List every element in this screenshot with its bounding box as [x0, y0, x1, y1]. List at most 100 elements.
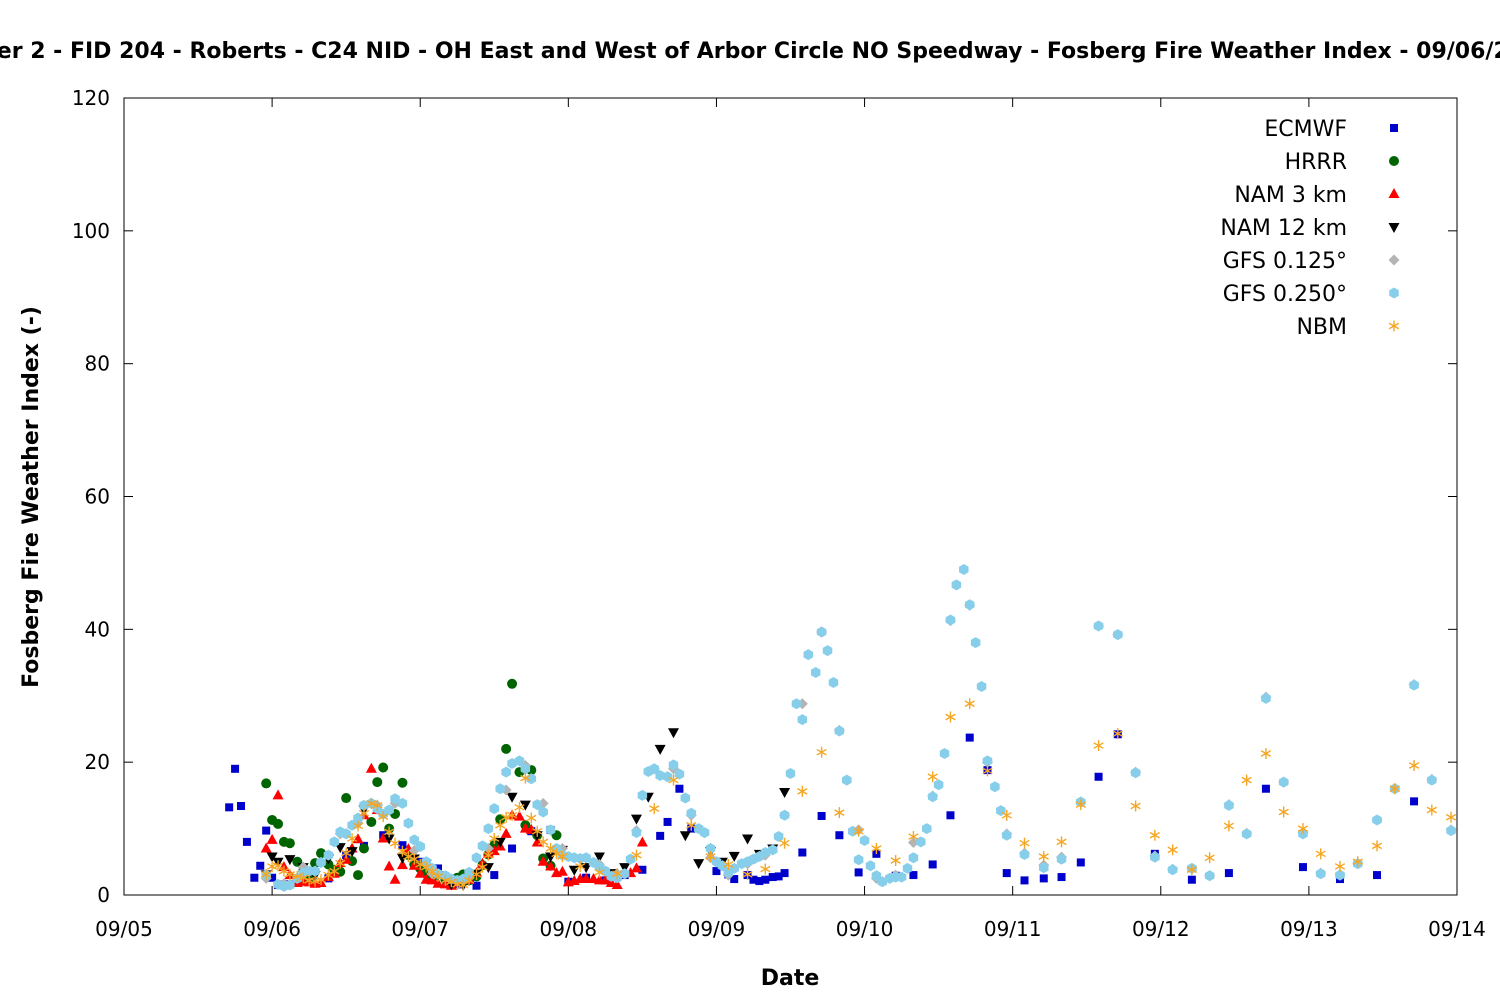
data-point: [712, 867, 721, 876]
data-point: [908, 831, 919, 843]
data-point: [705, 850, 716, 862]
data-point: [359, 799, 369, 811]
data-point: [537, 855, 549, 866]
data-point: [501, 766, 511, 778]
data-point: [842, 774, 852, 786]
data-point: [409, 853, 420, 865]
y-tick-label: 120: [72, 86, 110, 110]
data-point: [272, 789, 284, 800]
data-point: [514, 755, 525, 767]
data-point: [372, 799, 383, 811]
data-point: [1352, 856, 1363, 868]
data-point: [495, 814, 506, 825]
data-point: [761, 875, 770, 884]
data-point: [822, 645, 833, 657]
data-point: [773, 831, 784, 843]
data-point: [483, 823, 494, 835]
data-point: [939, 748, 950, 760]
data-point: [532, 825, 543, 837]
series-nbm: [261, 698, 1457, 891]
data-point: [490, 871, 499, 880]
y-tick-label: 40: [85, 617, 110, 641]
data-point: [945, 711, 956, 723]
data-point: [315, 848, 326, 859]
data-point: [231, 764, 240, 773]
data-point: [1076, 858, 1085, 867]
data-point: [1410, 797, 1419, 806]
chart-title: Tier 2 - FID 204 - Roberts - C24 NID - O…: [0, 39, 1500, 64]
data-point: [612, 868, 623, 880]
data-points: [225, 564, 1457, 892]
data-point: [483, 849, 494, 861]
data-point: [699, 827, 710, 839]
data-point: [785, 767, 796, 779]
data-point: [982, 755, 993, 767]
data-point: [458, 879, 469, 891]
data-point: [1075, 799, 1086, 811]
data-point: [1002, 869, 1011, 878]
data-point: [557, 850, 568, 862]
data-point: [397, 797, 408, 809]
data-point: [730, 875, 739, 884]
data-point: [656, 831, 665, 840]
data-point: [1445, 811, 1457, 823]
data-point: [909, 871, 918, 880]
y-axis-label: Fosberg Fire Weather Index (-): [19, 306, 44, 688]
data-point: [489, 833, 500, 845]
data-point: [225, 803, 234, 812]
data-point: [680, 792, 691, 804]
data-point: [426, 866, 438, 878]
data-point: [1001, 829, 1012, 841]
data-point: [334, 843, 346, 854]
data-point: [1130, 767, 1141, 779]
data-point: [599, 874, 611, 885]
data-point: [679, 831, 691, 842]
data-point: [1261, 692, 1271, 704]
data-point: [366, 797, 377, 809]
data-point: [1315, 848, 1326, 860]
data-point: [237, 802, 246, 811]
x-axis-label: Date: [761, 966, 820, 991]
data-point: [1241, 774, 1252, 786]
data-point: [1019, 837, 1030, 849]
data-point: [1446, 825, 1456, 837]
data-point: [1334, 860, 1346, 872]
data-point: [1223, 820, 1235, 832]
data-point: [1093, 740, 1104, 752]
data-point: [742, 834, 754, 845]
data-point: [990, 781, 1000, 793]
data-point: [1150, 851, 1160, 863]
data-point: [378, 811, 389, 823]
data-point: [593, 852, 605, 863]
data-point: [520, 763, 531, 775]
data-point: [816, 746, 827, 758]
data-point: [630, 862, 642, 873]
data-point: [970, 637, 981, 649]
data-point: [1224, 869, 1233, 878]
x-tick-label: 09/06: [243, 917, 301, 941]
data-point: [250, 873, 259, 882]
data-point: [1167, 844, 1178, 856]
data-point: [397, 777, 408, 788]
data-point: [835, 831, 844, 840]
data-point: [619, 863, 631, 874]
data-point: [389, 837, 401, 849]
data-point: [828, 676, 839, 688]
data-point: [378, 762, 389, 773]
data-point: [495, 819, 506, 831]
data-point: [1093, 620, 1104, 632]
data-point: [262, 826, 271, 835]
y-tick-label: 0: [97, 883, 110, 907]
data-point: [372, 777, 383, 788]
data-point: [1130, 800, 1141, 812]
data-point: [834, 725, 845, 737]
data-point: [519, 800, 531, 811]
data-point: [477, 840, 488, 852]
data-point: [346, 833, 358, 845]
legend-label: ECMWF: [1264, 117, 1347, 142]
data-point: [397, 845, 408, 857]
data-point: [268, 873, 277, 882]
legend-label: GFS 0.125°: [1223, 249, 1347, 274]
legend-marker: [1388, 254, 1400, 266]
data-point: [352, 833, 364, 844]
